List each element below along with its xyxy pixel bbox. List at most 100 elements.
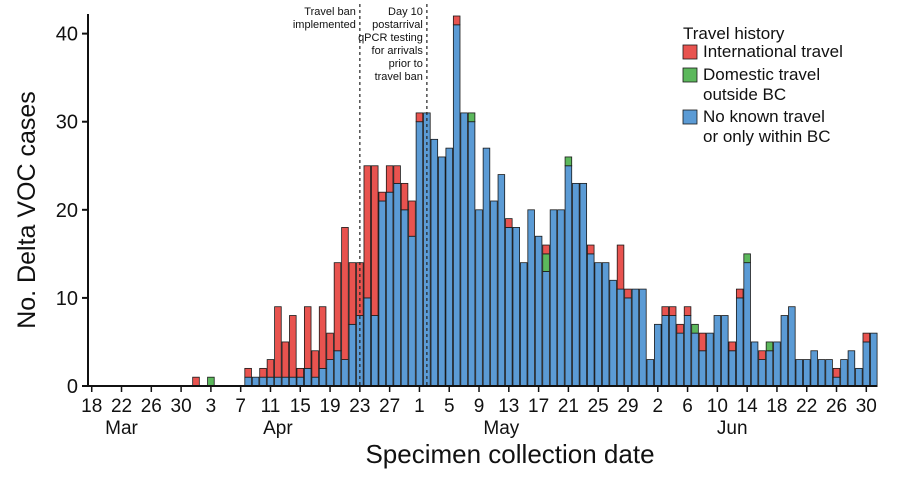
bar-segment [698, 350, 707, 387]
bar-segment [564, 165, 573, 387]
legend: Travel history International travel Domes… [682, 24, 843, 146]
bar-segment [832, 376, 841, 387]
x-tick-label: 13 [498, 396, 519, 417]
bar-segment [743, 262, 751, 387]
bar-segment [601, 262, 610, 387]
bar-segment [810, 350, 818, 387]
bar-segment [296, 376, 304, 387]
y-tick-label: 20 [56, 200, 78, 222]
bar-segment [356, 315, 364, 387]
bar-segment [676, 323, 684, 334]
annotation-text: Day 10 [388, 6, 423, 18]
bar-segment [318, 367, 327, 387]
month-label: Mar [105, 418, 138, 439]
bar-segment [363, 297, 372, 387]
x-tick-label: 21 [558, 396, 579, 417]
bar-segment [825, 359, 833, 387]
x-tick-label: 29 [617, 396, 638, 417]
x-tick-label: 23 [349, 396, 370, 417]
bar-segment [400, 209, 409, 387]
bar-segment [467, 121, 476, 387]
bar-segment [296, 367, 304, 378]
bar-segment [281, 376, 290, 387]
x-tick-label: 10 [707, 396, 728, 417]
x-tick-label: 19 [319, 396, 340, 417]
y-tick-label: 0 [67, 376, 78, 398]
bar-segment [244, 367, 252, 378]
bar-segment [303, 367, 312, 387]
bar-segment [505, 227, 513, 387]
bar-segment [855, 367, 863, 387]
bar-segment [654, 323, 662, 387]
x-tick-label: 14 [737, 396, 759, 417]
bar-segment [817, 359, 826, 387]
bar-segment [788, 306, 796, 387]
annotation-text: qPCR testing [358, 32, 423, 44]
annotation-text: postarrival [372, 19, 423, 31]
x-tick-label: 11 [261, 396, 281, 417]
bar-segment [527, 209, 535, 387]
annotation-text: prior to [389, 58, 423, 70]
x-tick-label: 27 [379, 396, 400, 417]
bar-segment [609, 279, 617, 387]
legend-label: No known travel [703, 107, 825, 126]
legend-swatch [682, 109, 698, 125]
month-label: Apr [263, 418, 293, 439]
x-tick-label: 2 [652, 396, 663, 417]
bar-segment [564, 156, 573, 167]
x-tick-label: 17 [528, 396, 549, 417]
bar-segment [542, 253, 550, 272]
y-axis-label: No. Delta VOC cases [13, 91, 41, 329]
bar-segment [624, 297, 632, 387]
bar-segment [534, 235, 543, 387]
bar-segment [765, 350, 774, 387]
x-tick-label: 30 [171, 396, 192, 417]
bar-segment [482, 147, 491, 387]
bar-segment [460, 112, 468, 387]
bar-segment [452, 24, 461, 387]
bar-segment [341, 359, 349, 387]
bar-segment [773, 341, 781, 387]
bar-segment [438, 156, 446, 387]
bar-segment [400, 182, 409, 211]
bar-segment [385, 191, 394, 387]
bar-segment [750, 341, 759, 387]
bar-segment [624, 288, 632, 299]
bar-segment [870, 332, 878, 387]
bar-segment [557, 209, 565, 387]
bar-segment [572, 182, 580, 387]
annotation-text: Travel ban [304, 6, 356, 18]
bar-segment [862, 341, 871, 387]
bar-segment [393, 182, 401, 387]
bar-segment [758, 359, 766, 387]
legend-label: or only within BC [703, 127, 831, 146]
bar-segment [348, 323, 357, 387]
x-tick-label: 25 [588, 396, 609, 417]
bar-segment [326, 332, 334, 360]
bar-segment [661, 315, 669, 387]
bar-segment [289, 315, 297, 378]
bar-segment [616, 244, 625, 290]
bar-segment [579, 182, 588, 387]
bar-segment [743, 253, 751, 264]
bar-segment [661, 306, 669, 316]
bar-segment [408, 200, 416, 237]
bar-segment [735, 297, 744, 387]
bar-segment [333, 262, 342, 352]
bar-segment [274, 306, 282, 378]
bar-segment [519, 262, 528, 387]
annotation-text: for arrivals [372, 45, 424, 57]
bar-segment [512, 227, 520, 387]
bar-segment [646, 359, 655, 387]
bar-segment [326, 359, 334, 387]
legend-label: Domestic travel [703, 65, 820, 84]
bar-segment [691, 323, 699, 334]
bar-segment [259, 376, 267, 387]
bar-segment [631, 288, 640, 387]
bar-segment [192, 376, 200, 387]
bar-segment [803, 359, 811, 387]
bar-segment [594, 262, 602, 387]
x-tick-label: 26 [826, 396, 847, 417]
bar-segment [445, 147, 453, 387]
